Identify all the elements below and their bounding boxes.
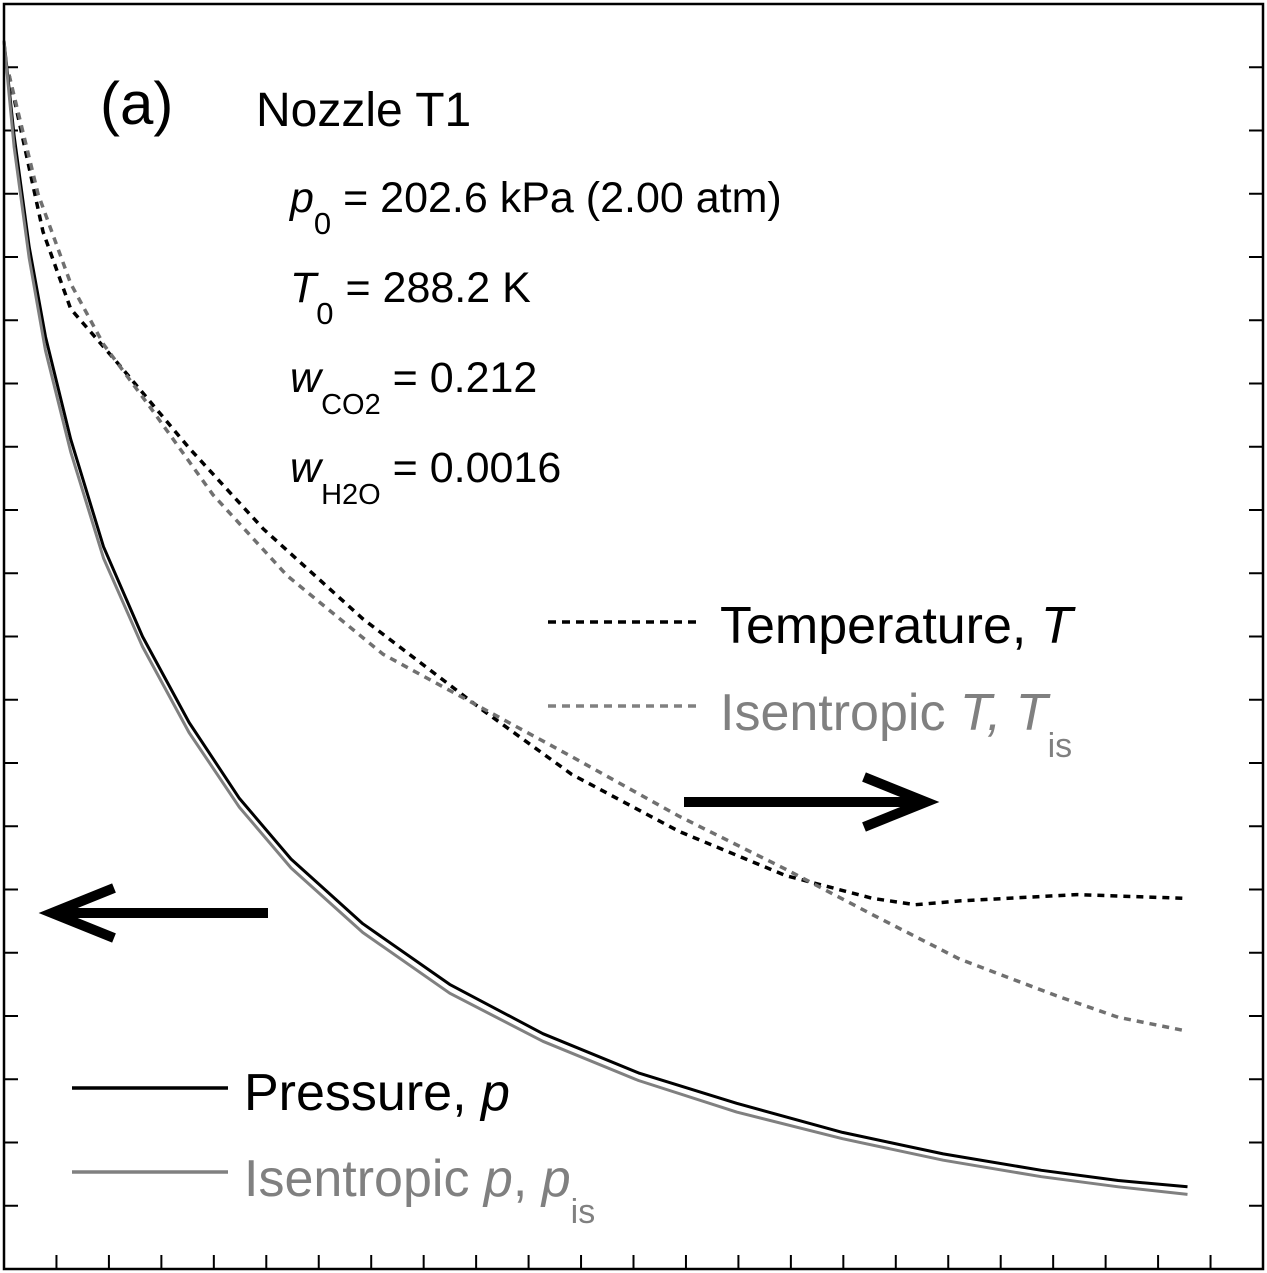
arrow-right-icon bbox=[684, 772, 940, 832]
condition-p0-value: = 202.6 kPa (2.00 atm) bbox=[331, 174, 782, 222]
legend-pressure-prefix: Pressure, bbox=[244, 1064, 481, 1122]
condition-wh2o-subscript: H2O bbox=[321, 479, 381, 511]
legend-isentropic-p-mid: , bbox=[513, 1150, 542, 1208]
condition-t0-value: = 288.2 K bbox=[334, 264, 532, 312]
series-line-pressure bbox=[2, 40, 1188, 1189]
condition-p0: p0 = 202.6 kPa (2.00 atm) bbox=[288, 174, 782, 241]
condition-wco2-subscript: CO2 bbox=[321, 389, 381, 421]
chart-title: Nozzle T1 bbox=[256, 84, 471, 137]
legend-label-temperature: Temperature, T bbox=[720, 597, 1076, 655]
legend-temperature-prefix: Temperature, bbox=[720, 597, 1041, 655]
panel-label: (a) bbox=[100, 70, 173, 137]
arrow-left-icon bbox=[38, 883, 268, 943]
condition-t0-symbol: T bbox=[290, 264, 319, 312]
legend-isentropic-t-mid: , bbox=[987, 684, 1016, 742]
condition-wh2o-symbol: w bbox=[290, 444, 324, 492]
condition-wh2o: wH2O = 0.0016 bbox=[290, 444, 561, 511]
condition-t0: T0 = 288.2 K bbox=[290, 264, 531, 331]
condition-wco2: wCO2 = 0.212 bbox=[290, 354, 537, 421]
condition-wco2-symbol: w bbox=[290, 354, 324, 402]
legend-temperature-symbol: T bbox=[1041, 597, 1076, 655]
condition-p0-symbol: p bbox=[288, 174, 314, 222]
legend-isentropic-p-symbol: p bbox=[482, 1150, 513, 1208]
legend-isentropic-t-symbol2: T bbox=[1016, 684, 1051, 742]
series-line-isentropic-temperature bbox=[7, 74, 1188, 1033]
legend-isentropic-t-subscript: is bbox=[1048, 727, 1073, 765]
plot-series bbox=[2, 40, 1188, 1196]
condition-wh2o-value: = 0.0016 bbox=[381, 444, 562, 492]
legend-isentropic-t-prefix: Isentropic bbox=[720, 684, 960, 742]
condition-wco2-value: = 0.212 bbox=[381, 354, 538, 402]
axis-ticks bbox=[4, 66, 1263, 1269]
legend-isentropic-p-prefix: Isentropic bbox=[244, 1150, 484, 1208]
condition-t0-subscript: 0 bbox=[316, 296, 333, 331]
legend-pressure-symbol: p bbox=[479, 1064, 510, 1122]
condition-p0-subscript: 0 bbox=[314, 206, 331, 241]
series-line-temperature bbox=[7, 74, 1188, 907]
legend-label-isentropic-temperature: Isentropic T, Tis bbox=[720, 684, 1072, 765]
legend-label-isentropic-pressure: Isentropic p, pis bbox=[244, 1150, 595, 1231]
legend-isentropic-p-subscript: is bbox=[571, 1193, 596, 1231]
legend-isentropic-p-symbol2: p bbox=[540, 1150, 571, 1208]
legend-label-pressure: Pressure, p bbox=[244, 1064, 510, 1122]
series-line-isentropic-pressure bbox=[2, 40, 1188, 1196]
